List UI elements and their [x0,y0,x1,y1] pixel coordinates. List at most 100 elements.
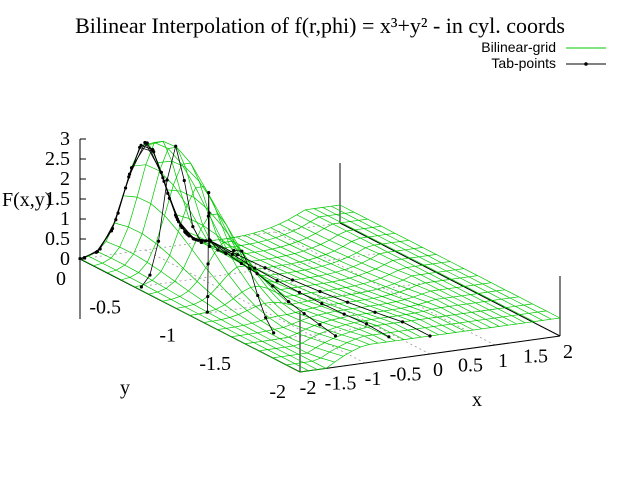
tab-point [152,150,156,154]
y-axis-label: y [120,377,130,399]
bilinear-grid-line [313,208,535,322]
tab-point [387,335,391,339]
bilinear-grid-line [157,160,379,344]
legend-label-tab-points: Tab-points [491,55,556,71]
tab-point [333,334,338,338]
tab-point [255,271,259,276]
z-tick-label: 0.5 [45,228,70,250]
tab-point [192,237,196,241]
bilinear-grid-line [140,142,361,348]
tab-point [318,323,322,327]
tab-point [175,217,180,222]
tab-point [256,293,260,298]
tab-point [290,278,295,282]
tab-point [207,191,211,195]
bilinear-grid-line [253,232,474,331]
tab-point [139,285,143,289]
base-edge [299,335,561,373]
base-grid-line-x [274,231,496,346]
z-tick-label: 2 [60,168,70,190]
tab-point [185,232,189,236]
tab-point [400,320,405,324]
y-tick-label: -1.5 [199,353,231,375]
x-tick-label: 0.5 [458,355,483,377]
bilinear-grid-line [166,189,387,343]
tab-point [230,252,234,256]
y-tick-label: -1 [159,325,176,347]
bilinear-grid-line [261,230,483,330]
z-tick-label: 0 [60,248,70,270]
bilinear-grid-line [287,219,509,326]
z-axis-label: F(x,y) [2,189,51,211]
x-tick-label: 1.5 [523,346,548,368]
y-tick-label: -0.5 [89,296,121,318]
tab-point [253,266,257,270]
legend-label-bilinear-grid: Bilinear-grid [481,39,556,55]
tab-point [110,226,115,231]
tab-point [94,250,98,254]
tab-point [199,240,204,245]
z-tick-label: 2.5 [45,148,70,170]
tab-point [428,334,432,338]
tab-point [138,145,142,150]
bilinear-grid-line [149,140,370,345]
bilinear-grid-line [279,223,500,327]
x-tick-label: 2 [563,341,573,363]
tab-point [302,311,306,316]
z-tick-label: 3 [60,128,70,150]
y-tick-label: -2 [269,381,286,403]
y-tick-label: 0 [56,268,66,290]
tab-point [235,253,240,257]
base-grid [79,139,561,373]
bilinear-grid-line [105,241,327,369]
x-tick-label: 1 [498,350,508,372]
x-tick-label: 0 [433,359,443,381]
tab-point [271,284,275,288]
tab-point [143,141,147,145]
bilinear-grid-line [218,239,439,336]
bilinear-grid-line [331,205,552,320]
x-axis-label: x [472,389,482,411]
bilinear-grid-line [201,240,422,338]
tab-point [148,273,152,277]
tab-point [127,175,131,179]
x-tick-label: -1.5 [325,373,357,395]
tab-point [208,239,212,243]
bilinear-grid-line [175,214,396,342]
bilinear-grid-line [88,255,309,372]
chart-title: Bilinear Interpolation of f(r,phi) = x³+… [75,13,565,38]
legend-marker-tab-points [584,62,588,66]
bilinear-grid-line [227,238,448,334]
tab-point [206,294,210,299]
x-tick-label: -0.5 [390,364,422,386]
axis-ticks: 00.511.522.53-2 -1.5 -1 -0.5 0 0.5 1 1.5 2-2-1.5… [45,128,573,403]
tab-point [264,316,268,320]
tab-point [342,312,346,316]
tab-point [272,331,276,335]
tab-point [364,322,369,326]
tab-point [318,289,322,294]
bilinear-grid-line [322,207,543,321]
tab-point [275,278,279,283]
tab-point [232,248,236,252]
surface-mesh [78,140,561,373]
bilinear-grid-line [114,222,335,363]
x-tick-label: -1 [365,368,382,390]
tab-point [182,178,186,183]
tab-points-line [207,192,211,313]
bilinear-grid-line [296,214,517,325]
bilinear-grid-line [123,195,344,357]
tab-point [174,144,178,148]
tab-point [216,248,220,252]
tab-points-line [97,146,211,252]
bilinear-grid-line [235,236,457,333]
z-tick-label: 1 [60,208,70,230]
tab-point [206,214,210,218]
tab-point [165,178,169,182]
bilinear-grid-line [79,258,301,373]
tab-point [263,266,267,270]
tab-point [286,299,291,304]
tab-point [345,300,350,304]
tab-point [159,170,163,175]
